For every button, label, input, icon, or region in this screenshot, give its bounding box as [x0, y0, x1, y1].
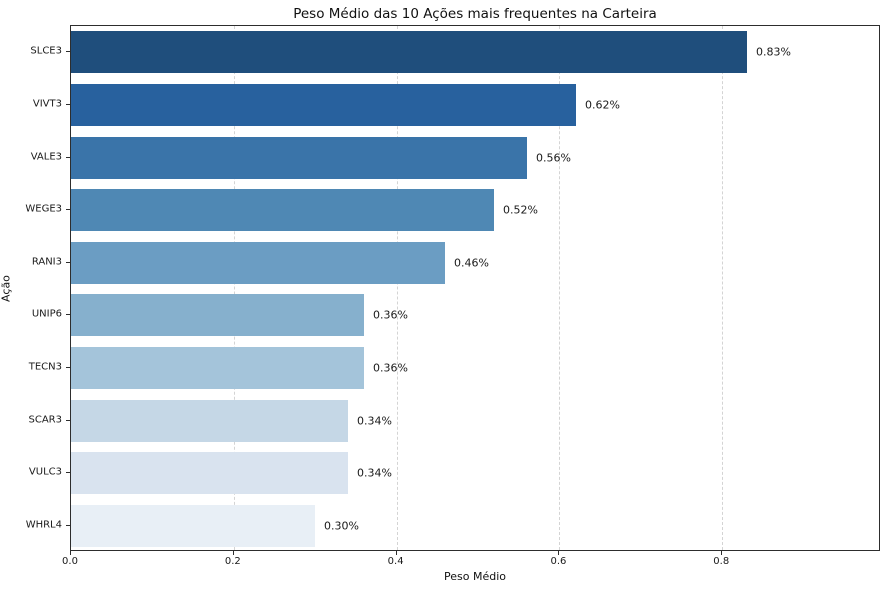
plot-area: 0.83% 0.62% 0.56% 0.52% 0.46% 0.36% 0.36% 0.34%… — [70, 25, 880, 551]
y-tick-mark-rani3 — [66, 262, 70, 263]
y-tick-label-tecn3: TECN3 — [28, 361, 62, 373]
gridline-x-0.6 — [559, 26, 561, 550]
y-tick-label-scar3: SCAR3 — [28, 414, 62, 426]
bar-unip6 — [71, 294, 364, 336]
bar-rani3 — [71, 242, 445, 284]
y-tick-label-slce3: SLCE3 — [30, 45, 62, 57]
x-tick-label-0.0: 0.0 — [62, 556, 78, 567]
value-label-tecn3: 0.36% — [373, 361, 408, 375]
y-tick-mark-unip6 — [66, 314, 70, 315]
y-tick-label-vulc3: VULC3 — [28, 466, 62, 478]
x-tick-mark-0.4 — [395, 551, 397, 555]
y-tick-mark-whrl4 — [66, 525, 70, 526]
x-tick-mark-0.8 — [721, 551, 723, 555]
y-tick-mark-vivt3 — [66, 104, 70, 105]
y-tick-mark-vulc3 — [66, 472, 70, 473]
y-tick-mark-tecn3 — [66, 367, 70, 368]
chart-title: Peso Médio das 10 Ações mais frequentes … — [293, 6, 657, 22]
value-label-unip6: 0.36% — [373, 308, 408, 322]
y-tick-mark-vale3 — [66, 157, 70, 158]
bar-vivt3 — [71, 84, 576, 126]
x-tick-label-0.6: 0.6 — [550, 556, 567, 567]
x-tick-label-0.8: 0.8 — [713, 556, 730, 567]
value-label-scar3: 0.34% — [357, 414, 392, 427]
bar-vale3 — [71, 137, 527, 179]
y-tick-label-rani3: RANI3 — [31, 256, 62, 268]
x-tick-mark-0.0 — [70, 551, 71, 555]
gridline-x-0.4 — [396, 26, 398, 550]
value-label-rani3: 0.46% — [454, 256, 489, 270]
value-label-slce3: 0.83% — [756, 45, 791, 59]
y-tick-mark-wege3 — [66, 209, 70, 210]
y-tick-label-vivt3: VIVT3 — [32, 98, 62, 110]
x-tick-label-0.4: 0.4 — [387, 556, 404, 567]
x-tick-label-0.2: 0.2 — [224, 556, 241, 567]
bar-whrl4 — [71, 505, 315, 547]
y-tick-label-wege3: WEGE3 — [25, 203, 62, 215]
value-label-vivt3: 0.62% — [585, 98, 620, 112]
bar-slce3 — [71, 31, 747, 73]
bar-scar3 — [71, 400, 348, 442]
bar-vulc3 — [71, 452, 348, 494]
value-label-vale3: 0.56% — [536, 151, 571, 164]
x-axis-label: Peso Médio — [444, 570, 506, 583]
y-tick-label-whrl4: WHRL4 — [25, 519, 62, 531]
y-tick-mark-slce3 — [66, 51, 70, 52]
gridline-x-0.8 — [722, 26, 724, 550]
x-tick-mark-0.6 — [558, 551, 560, 555]
bar-wege3 — [71, 189, 494, 231]
value-label-wege3: 0.52% — [503, 203, 538, 217]
value-label-vulc3: 0.34% — [357, 466, 392, 480]
bar-tecn3 — [71, 347, 364, 389]
y-tick-label-unip6: UNIP6 — [31, 308, 62, 320]
y-tick-mark-scar3 — [66, 420, 70, 421]
y-tick-label-vale3: VALE3 — [30, 151, 62, 163]
gridline-x-0.2 — [233, 26, 235, 550]
value-label-whrl4: 0.30% — [324, 519, 359, 533]
x-tick-mark-0.2 — [232, 551, 234, 555]
